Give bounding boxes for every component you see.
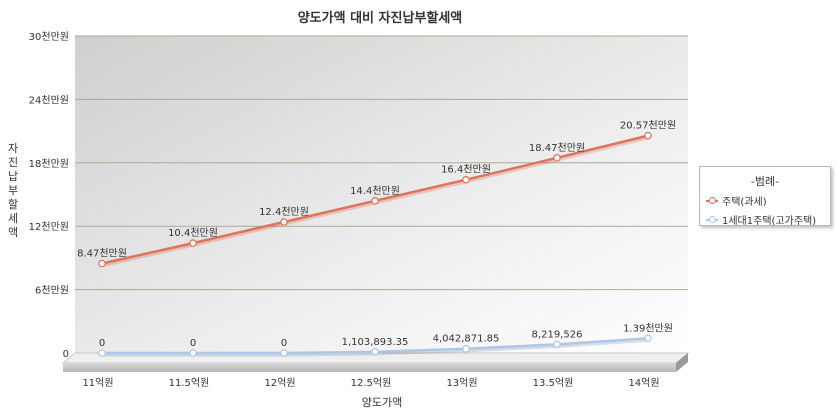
- y-axis-title-char: 진: [8, 156, 18, 169]
- y-tick-label: 24천만원: [29, 94, 69, 106]
- y-axis-title-char: 액: [8, 226, 18, 239]
- data-label: 0: [190, 338, 196, 349]
- data-point: [371, 348, 379, 356]
- data-label: 10.4천만원: [168, 227, 218, 239]
- data-label: 14.4천만원: [350, 185, 400, 197]
- y-tick-label: 6천만원: [35, 285, 69, 297]
- y-axis-title-char: 부: [8, 184, 18, 197]
- data-point: [644, 334, 652, 343]
- y-axis-title-char: 자: [8, 142, 18, 155]
- data-point: [280, 349, 288, 357]
- data-label: 0: [99, 338, 105, 349]
- legend-label: 주택(과세): [722, 197, 767, 208]
- x-tick-label: 11억원: [82, 377, 113, 389]
- legend: -범례- 주택(과세) 1세대1주택(고가주택): [699, 166, 831, 227]
- x-tick-label: 13.5억원: [533, 377, 574, 389]
- data-point: [553, 154, 561, 162]
- legend-item-series-2[interactable]: 1세대1주택(고가주택): [706, 212, 830, 227]
- legend-item-series-1[interactable]: 주택(과세): [706, 193, 830, 208]
- data-label: 0: [281, 338, 287, 349]
- data-label: 4,042,871.85: [433, 334, 500, 345]
- y-axis-title-char: 납: [8, 170, 18, 183]
- x-tick-label: 14억원: [628, 377, 659, 389]
- y-tick-label: 12천만원: [29, 221, 69, 233]
- chart-title: 양도가액 대비 자진납부할세액: [298, 10, 463, 26]
- plot-floor-side: [676, 353, 688, 372]
- x-tick-label: 12억원: [264, 377, 295, 389]
- data-point: [462, 344, 470, 353]
- data-point: [189, 239, 197, 247]
- y-tick-label: 30천만원: [29, 31, 69, 43]
- legend-label: 1세대1주택(고가주택): [722, 216, 817, 227]
- y-tick-label: 18천만원: [29, 158, 69, 170]
- y-axis-title-char: 할: [8, 198, 18, 211]
- legend-marker-icon: [706, 196, 718, 205]
- y-tick-label: 0: [63, 349, 69, 360]
- y-axis-title-char: 세: [8, 212, 18, 225]
- data-point: [98, 349, 106, 357]
- data-point: [98, 259, 106, 268]
- data-point: [644, 131, 652, 140]
- data-label: 12.4천만원: [259, 206, 309, 218]
- data-label: 18.47천만원: [529, 142, 585, 154]
- data-point: [462, 175, 470, 184]
- data-label: 20.57천만원: [620, 120, 676, 132]
- data-point: [280, 218, 288, 226]
- data-point: [553, 340, 561, 349]
- data-label: 8,219,526: [532, 329, 583, 340]
- plot-background: [75, 36, 688, 353]
- legend-title: -범례-: [750, 175, 780, 188]
- data-label: 8.47천만원: [77, 248, 127, 260]
- x-axis-title: 양도가액: [362, 396, 402, 409]
- x-tick-label: 11.5억원: [169, 377, 210, 389]
- data-point: [189, 349, 197, 357]
- data-label: 1.39천만원: [623, 322, 673, 334]
- data-label: 16.4천만원: [441, 164, 491, 176]
- x-tick-label: 12.5억원: [351, 377, 392, 389]
- x-tick-label: 13억원: [446, 377, 477, 389]
- legend-marker-icon: [706, 215, 718, 224]
- plot-floor-front: [63, 363, 676, 372]
- data-label: 1,103,893.35: [342, 337, 409, 348]
- data-point: [371, 197, 379, 205]
